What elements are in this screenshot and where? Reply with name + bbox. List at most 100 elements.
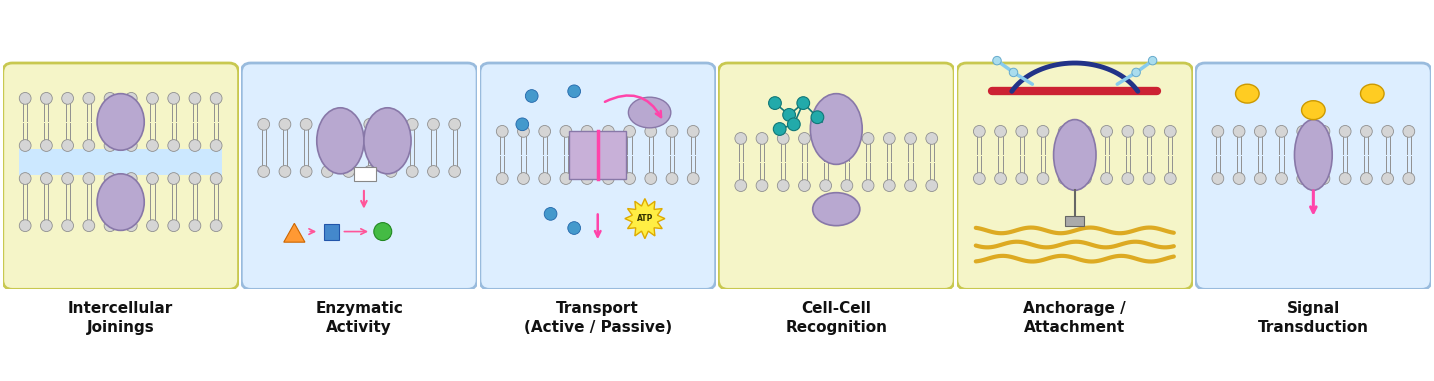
Circle shape (539, 173, 551, 184)
Circle shape (1212, 125, 1223, 137)
Circle shape (62, 139, 73, 151)
Circle shape (1080, 125, 1091, 137)
Circle shape (449, 118, 460, 130)
Circle shape (1149, 56, 1157, 65)
Circle shape (19, 93, 32, 104)
Circle shape (300, 166, 313, 177)
Ellipse shape (628, 97, 671, 128)
Circle shape (146, 173, 158, 184)
Circle shape (125, 93, 138, 104)
Circle shape (321, 118, 333, 130)
Text: Anchorage /
Attachment: Anchorage / Attachment (1024, 301, 1126, 335)
Circle shape (862, 180, 873, 192)
Circle shape (624, 125, 635, 137)
Circle shape (561, 125, 572, 137)
Circle shape (777, 180, 789, 192)
Circle shape (568, 85, 581, 98)
Circle shape (105, 220, 116, 232)
Circle shape (734, 133, 747, 144)
Ellipse shape (1302, 101, 1325, 120)
Circle shape (568, 222, 581, 234)
Circle shape (83, 93, 95, 104)
Circle shape (343, 166, 354, 177)
Circle shape (1164, 173, 1176, 184)
Circle shape (125, 173, 138, 184)
FancyBboxPatch shape (718, 63, 954, 289)
Circle shape (1361, 173, 1372, 184)
Bar (324, 224, 340, 240)
Circle shape (1143, 173, 1154, 184)
Circle shape (1164, 125, 1176, 137)
Circle shape (280, 166, 291, 177)
Circle shape (1058, 173, 1070, 184)
Circle shape (561, 173, 572, 184)
Circle shape (1255, 125, 1266, 137)
Ellipse shape (1054, 120, 1096, 190)
Ellipse shape (317, 108, 364, 174)
Ellipse shape (1236, 84, 1259, 103)
Circle shape (300, 118, 313, 130)
Circle shape (1121, 173, 1134, 184)
Circle shape (518, 173, 529, 184)
FancyBboxPatch shape (480, 63, 716, 289)
Circle shape (602, 173, 614, 184)
Circle shape (797, 97, 810, 109)
Ellipse shape (98, 174, 145, 231)
Ellipse shape (813, 193, 860, 226)
Circle shape (525, 90, 538, 102)
Polygon shape (284, 223, 305, 242)
Circle shape (40, 173, 52, 184)
Circle shape (343, 118, 354, 130)
Text: Intercellular
Joinings: Intercellular Joinings (67, 301, 174, 335)
Bar (1065, 216, 1084, 226)
Circle shape (1402, 125, 1415, 137)
Circle shape (83, 139, 95, 151)
FancyBboxPatch shape (241, 63, 478, 289)
Circle shape (1233, 125, 1245, 137)
Circle shape (756, 133, 767, 144)
Circle shape (995, 173, 1007, 184)
Circle shape (427, 166, 439, 177)
Circle shape (211, 220, 222, 232)
FancyBboxPatch shape (1196, 63, 1431, 289)
Circle shape (840, 180, 853, 192)
Circle shape (974, 125, 985, 137)
Circle shape (496, 125, 508, 137)
Circle shape (62, 93, 73, 104)
Circle shape (734, 180, 747, 192)
Circle shape (1276, 125, 1288, 137)
Circle shape (624, 173, 635, 184)
Circle shape (992, 56, 1001, 65)
Circle shape (1080, 173, 1091, 184)
Circle shape (974, 173, 985, 184)
Circle shape (386, 118, 397, 130)
Circle shape (189, 139, 201, 151)
Circle shape (146, 93, 158, 104)
Circle shape (125, 139, 138, 151)
Circle shape (83, 173, 95, 184)
Circle shape (516, 118, 529, 131)
Ellipse shape (98, 94, 145, 150)
Circle shape (168, 139, 179, 151)
Circle shape (105, 173, 116, 184)
Circle shape (799, 133, 810, 144)
Circle shape (168, 173, 179, 184)
Circle shape (1361, 125, 1372, 137)
Circle shape (820, 133, 832, 144)
Circle shape (1212, 173, 1223, 184)
Circle shape (602, 125, 614, 137)
Circle shape (62, 173, 73, 184)
Ellipse shape (1361, 84, 1384, 103)
Ellipse shape (364, 108, 412, 174)
Circle shape (40, 220, 52, 232)
Circle shape (386, 166, 397, 177)
Circle shape (581, 173, 594, 184)
Circle shape (496, 173, 508, 184)
Circle shape (1339, 173, 1351, 184)
Circle shape (211, 93, 222, 104)
Circle shape (146, 220, 158, 232)
Circle shape (364, 166, 376, 177)
Circle shape (105, 139, 116, 151)
Circle shape (211, 173, 222, 184)
Circle shape (1339, 125, 1351, 137)
